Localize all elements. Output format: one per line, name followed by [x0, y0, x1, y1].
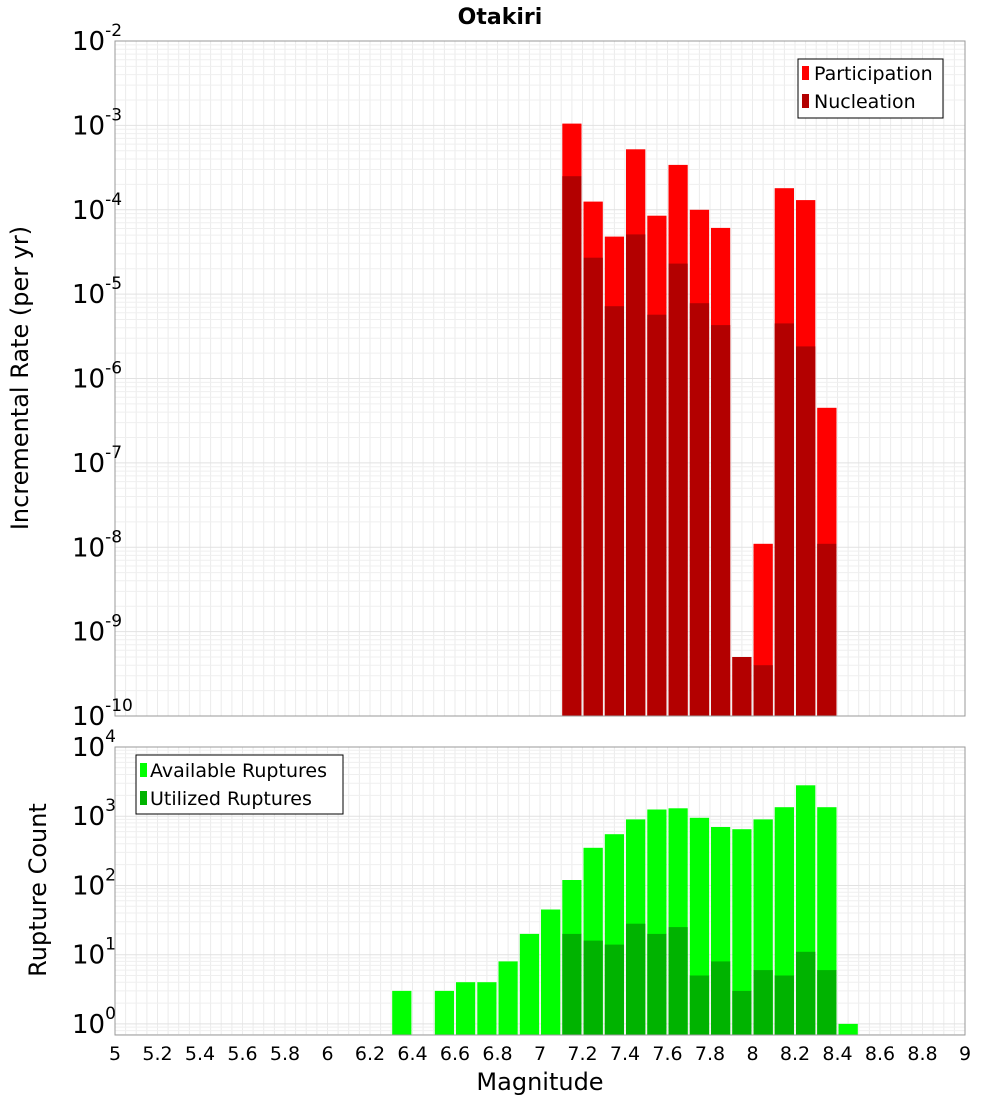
x-tick-label: 9 [959, 1043, 971, 1065]
bottom-y-ticks: 100 101 102 103 104 [72, 727, 116, 1040]
legend-available-label: Available Ruptures [150, 760, 327, 782]
bottom-y-tick-label: 102 [72, 865, 116, 901]
available-ruptures-bar [498, 961, 518, 1035]
available-ruptures-bar [434, 990, 454, 1035]
top-y-ticks: 10-10 10-9 10-8 10-7 10-6 10-5 10-4 10-3 10-2 [72, 21, 133, 732]
utilized-ruptures-bar [647, 933, 667, 1035]
utilized-ruptures-bar [732, 990, 752, 1035]
utilized-ruptures-bar [668, 927, 688, 1035]
bottom-y-axis-label: Rupture Count [24, 803, 52, 977]
nucleation-bar [732, 657, 752, 716]
available-ruptures-bar [541, 909, 561, 1035]
top-plot-frame [114, 40, 966, 717]
utilized-ruptures-bar [562, 933, 582, 1035]
x-tick-label: 7 [534, 1043, 546, 1065]
nucleation-bar [583, 257, 603, 716]
x-axis-label: Magnitude [476, 1068, 603, 1096]
x-tick-label: 5.8 [270, 1043, 300, 1065]
utilized-ruptures-bar [711, 961, 731, 1035]
top-y-tick-label: 10-3 [72, 105, 122, 141]
x-tick-label: 8 [746, 1043, 758, 1065]
nucleation-bar [668, 263, 688, 716]
legend-participation-label: Participation [814, 63, 933, 85]
bottom-plot-bars [392, 785, 858, 1035]
nucleation-bar [562, 176, 582, 716]
top-plot-grid [114, 40, 966, 717]
available-ruptures-bar [519, 933, 540, 1035]
bottom-legend-box [135, 754, 344, 815]
bottom-y-tick-label: 100 [72, 1004, 116, 1040]
x-tick-label: 6.8 [482, 1043, 512, 1065]
x-tick-label: 7.6 [652, 1043, 682, 1065]
x-ticks: 5 5.2 5.4 5.6 5.8 6 6.2 6.4 6.6 6.8 7 7.2 7.4 7.6 7.8 8… [109, 1043, 971, 1065]
top-y-tick-label: 10-5 [72, 274, 122, 310]
bottom-y-tick-label: 101 [72, 935, 116, 971]
nucleation-bar [817, 543, 837, 716]
legend-available-swatch [140, 763, 147, 777]
x-tick-label: 6.6 [440, 1043, 470, 1065]
x-tick-label: 7.8 [695, 1043, 725, 1065]
bottom-legend: Available Ruptures Utilized Ruptures [135, 754, 344, 815]
nucleation-bar [774, 323, 794, 716]
x-tick-label: 8.6 [865, 1043, 895, 1065]
x-tick-label: 5 [109, 1043, 121, 1065]
utilized-ruptures-bar [689, 975, 710, 1035]
legend-nucleation-swatch [802, 94, 809, 108]
x-tick-label: 5.2 [142, 1043, 172, 1065]
x-tick-label: 6.4 [397, 1043, 427, 1065]
bottom-y-tick-label: 103 [72, 796, 116, 832]
nucleation-bar [711, 325, 731, 716]
x-tick-label: 6.2 [355, 1043, 385, 1065]
top-plot-bars [562, 123, 837, 717]
top-y-tick-label: 10-10 [72, 696, 133, 732]
top-y-tick-label: 10-7 [72, 443, 122, 479]
x-tick-label: 8.4 [822, 1043, 852, 1065]
top-y-tick-label: 10-2 [72, 21, 122, 57]
utilized-ruptures-bar [626, 923, 646, 1035]
nucleation-bar [796, 346, 816, 716]
bottom-plot-frame [114, 746, 966, 1036]
utilized-ruptures-bar [774, 975, 794, 1035]
top-legend-box [797, 58, 944, 119]
utilized-ruptures-bar [796, 951, 816, 1035]
x-tick-label: 7.2 [567, 1043, 597, 1065]
available-ruptures-bar [732, 829, 752, 1035]
top-y-tick-label: 10-6 [72, 359, 122, 395]
nucleation-bar [647, 314, 667, 716]
available-ruptures-bar [477, 982, 497, 1035]
legend-participation-swatch [802, 66, 809, 80]
x-tick-label: 5.6 [227, 1043, 257, 1065]
bottom-y-tick-label: 104 [72, 727, 116, 763]
x-tick-label: 8.2 [780, 1043, 810, 1065]
nucleation-bar [604, 306, 624, 716]
x-tick-label: 7.4 [610, 1043, 640, 1065]
utilized-ruptures-bar [753, 970, 773, 1035]
available-ruptures-bar [456, 982, 476, 1035]
x-tick-label: 5.4 [185, 1043, 215, 1065]
top-y-tick-label: 10-9 [72, 612, 122, 648]
available-ruptures-bar [838, 1023, 858, 1035]
top-y-tick-label: 10-8 [72, 527, 122, 563]
utilized-ruptures-bar [817, 970, 837, 1035]
available-ruptures-bar [392, 990, 412, 1035]
legend-utilized-swatch [140, 791, 147, 805]
nucleation-bar [626, 234, 646, 716]
legend-utilized-label: Utilized Ruptures [150, 788, 312, 810]
x-tick-label: 8.8 [907, 1043, 937, 1065]
nucleation-bar [689, 303, 710, 716]
nucleation-bar [753, 665, 773, 716]
top-legend: Participation Nucleation [797, 58, 944, 119]
chart-title: Otakiri [458, 5, 543, 30]
legend-nucleation-label: Nucleation [814, 91, 916, 113]
top-y-tick-label: 10-4 [72, 190, 122, 226]
top-y-axis-label: Incremental Rate (per yr) [6, 226, 34, 530]
utilized-ruptures-bar [583, 940, 603, 1035]
x-tick-label: 6 [321, 1043, 333, 1065]
utilized-ruptures-bar [604, 944, 624, 1035]
